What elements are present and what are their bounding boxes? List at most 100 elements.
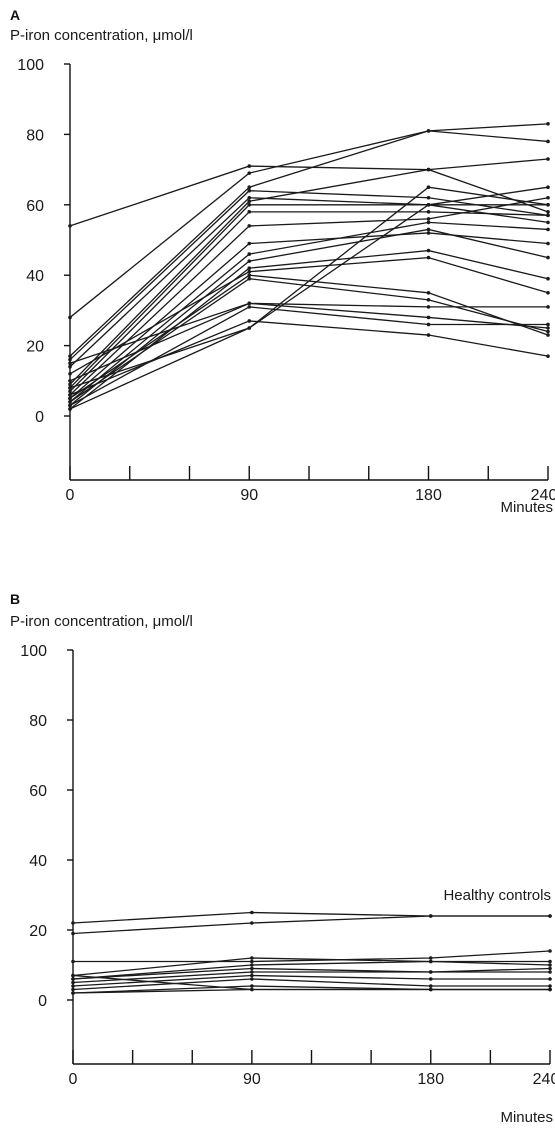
panel-b-x-tick-label: 0 [69,1071,78,1088]
panel-a-series-line [69,256,549,375]
panel-b-data-point [250,987,254,992]
panel-b-data-point [428,984,433,988]
panel-a-data-point [426,248,431,253]
panel-a-data-point [247,269,252,274]
panel-a-data-point [546,322,550,327]
panel-a-data-point [426,305,431,309]
panel-a-data-point [247,305,252,309]
panel-a-data-point [68,403,72,408]
panel-b-data-point [250,984,254,988]
panel-a-data-point [546,139,550,144]
panel-b-data-point [548,914,552,918]
panel-b-data-point [250,963,254,967]
panel-a-data-point [68,389,72,394]
panel-b-data-point [428,959,433,964]
panel-a-data-point [546,305,550,309]
panel-a-data-point [426,227,431,232]
panel-a-data-point [546,326,550,330]
panel-b-data-point [548,970,552,974]
panel-a-data-point [247,301,252,306]
panel-a-data-point [68,361,72,366]
panel-a-data-point [247,199,252,204]
panel-a-data-point [426,231,431,235]
panel-a-data-point [546,333,550,337]
panel-b-data-point [548,966,552,971]
panel-b-data-point [250,966,254,971]
panel-a-x-tick-label: 180 [415,487,442,504]
panel-a-data-point [247,252,252,256]
panel-b-data-point [250,977,254,981]
panel-a-data-point [546,185,550,189]
panel-b-series-line [72,911,550,924]
panel-a-data-point [426,185,431,189]
panel-a-data-point [68,407,72,411]
panel-a-data-point [426,220,431,225]
panel-a-series-line [69,204,548,389]
panel-a-x-tick-label: 90 [240,487,258,504]
panel-a-series-line [69,158,549,227]
panel-a-series-line [69,278,549,403]
panel-b-series-line [72,957,550,977]
panel-b-y-tick-label: 60 [29,783,47,800]
panel-a-y-tick-label: 60 [26,198,44,215]
healthy-controls-label: Healthy controls [443,887,551,904]
panel-a-series-line [69,168,549,385]
panel-b-data-point [71,984,75,988]
panel-a-series-line [69,123,549,318]
panel-b-series-line [72,967,551,980]
panel-a-data-point [426,333,431,337]
panel-b-data-point [250,973,254,978]
panel-a-series-line [69,221,549,403]
panel-a-data-point [426,195,431,200]
panel-a-series-line [69,274,549,399]
panel-b-xunit: Minutes [500,1109,553,1126]
panel-a-data-point [426,210,431,214]
panel-a-data-point [68,396,72,401]
panel-a-data-point [546,329,550,334]
panel-a-data-point [68,393,72,397]
panel-a-y-tick-label: 0 [35,409,44,426]
panel-b-data-point [548,959,552,964]
panel-a-plot: 0 20 40 60 80 100 0 90 180 240 [17,57,555,504]
panel-b-series-line [72,960,551,980]
panel-a-series-line [69,320,549,396]
panel-a-data-point [68,371,72,376]
panel-a-series-line [69,130,549,357]
panel-b-data-point [71,980,75,985]
panel-a-data-point [247,185,252,189]
panel-a-data-point [247,273,252,278]
panel-b-data-point [428,987,433,992]
panel-a-data-point [426,167,431,172]
panel-a-data-point [546,241,550,246]
panel-b-ylabel: P-iron concentration, μmol/l [10,613,193,630]
panel-a-data-point [546,210,550,214]
panel-a-data-point [546,276,550,281]
panel-b-series-line [72,978,550,991]
panel-b-data-point [250,910,254,915]
panel-a-xunit: Minutes [500,499,553,516]
panel-a-data-point [426,129,431,133]
panel-a-y-tick-label: 40 [26,268,44,285]
panel-b-letter: B [10,591,20,607]
panel-a-data-point [546,227,550,232]
panel-b-y-tick-label: 0 [38,993,47,1010]
panel-a-data-point [426,217,431,221]
panel-a-data-point [68,379,72,383]
panel-a-data-point [247,266,252,270]
panel-a-series-line [69,228,549,406]
panel-b-y-tick-label: 40 [29,853,47,870]
panel-a-data-point [247,259,252,263]
panel-b-x-tick-label: 90 [243,1071,261,1088]
panel-b-y-tick-label: 20 [29,923,47,940]
panel-a-data-point [426,255,431,260]
panel-a-series-line [69,306,548,407]
panel-a-data-point [546,354,550,358]
panel-b-data-point [250,956,254,960]
panel-b-series-line [72,971,550,984]
panel-a-data-point [247,276,252,281]
panel-a-data-point [247,210,252,214]
panel-b-data-point [71,991,75,995]
panel-a-series-line [69,190,549,361]
panel-a-data-point [546,213,550,218]
panel-a-data-point [426,291,431,295]
